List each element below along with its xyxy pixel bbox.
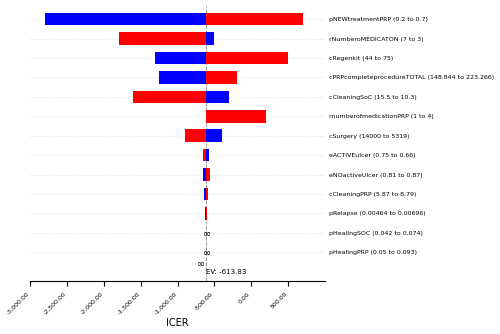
- Bar: [204, 188, 206, 200]
- Bar: [134, 91, 206, 103]
- Text: $\infty$: $\infty$: [202, 228, 210, 238]
- Bar: [45, 13, 206, 25]
- Bar: [206, 149, 210, 161]
- Bar: [206, 13, 303, 25]
- Bar: [185, 129, 206, 142]
- Text: $\infty$: $\infty$: [202, 247, 210, 257]
- Bar: [206, 129, 222, 142]
- Bar: [206, 91, 229, 103]
- Bar: [202, 149, 206, 161]
- X-axis label: ICER: ICER: [166, 318, 189, 328]
- Text: $\infty$: $\infty$: [196, 258, 205, 268]
- Bar: [206, 71, 236, 84]
- Bar: [118, 32, 206, 45]
- Bar: [206, 32, 214, 45]
- Bar: [159, 71, 206, 84]
- Text: EV: -613.83: EV: -613.83: [206, 269, 247, 275]
- Bar: [156, 52, 206, 64]
- Bar: [206, 168, 210, 181]
- Bar: [206, 52, 288, 64]
- Bar: [206, 110, 266, 123]
- Bar: [206, 188, 208, 200]
- Bar: [202, 168, 206, 181]
